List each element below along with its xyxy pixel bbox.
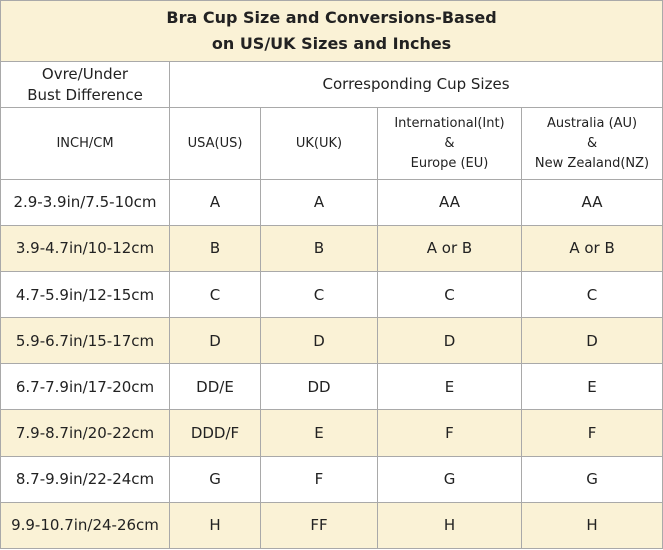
eu-cell: A or B xyxy=(377,224,522,272)
international-header: International(Int) & Europe (EU) xyxy=(377,107,522,180)
international-header-line-2: & xyxy=(444,135,455,151)
inch-cm-header: INCH/CM xyxy=(0,107,170,180)
us-cell: B xyxy=(169,224,261,272)
difference-header-line-2: Bust Difference xyxy=(27,85,143,104)
australia-header: Australia (AU) & New Zealand(NZ) xyxy=(520,107,663,180)
table-row: 3.9-4.7in/10-12cm B B A or B A or B xyxy=(0,224,663,272)
au-cell: D xyxy=(520,317,663,365)
table-title: Bra Cup Size and Conversions-Based on US… xyxy=(0,0,663,63)
us-cell: DDD/F xyxy=(169,409,261,457)
international-header-line-3: Europe (EU) xyxy=(410,155,489,171)
uk-cell: E xyxy=(260,409,378,457)
au-cell: E xyxy=(520,363,663,411)
uk-cell: F xyxy=(260,455,378,503)
australia-header-line-2: & xyxy=(586,135,598,151)
australia-header-line-3: New Zealand(NZ) xyxy=(534,155,650,171)
table-row: 2.9-3.9in/7.5-10cm A A AA AA xyxy=(0,178,663,226)
us-cell: A xyxy=(169,178,261,226)
table-row: 9.9-10.7in/24-26cm H FF H H xyxy=(0,501,663,550)
us-cell: G xyxy=(169,455,261,503)
difference-header-line-1: Ovre/Under xyxy=(41,64,129,83)
eu-cell: E xyxy=(377,363,522,411)
au-cell: A or B xyxy=(520,224,663,272)
title-line-1: Bra Cup Size and Conversions-Based xyxy=(166,8,497,28)
inch-cm-cell: 2.9-3.9in/7.5-10cm xyxy=(0,178,170,226)
difference-header: Ovre/Under Bust Difference xyxy=(0,61,170,109)
international-header-line-1: International(Int) xyxy=(394,115,505,131)
eu-cell: C xyxy=(377,270,522,319)
table-row: 4.7-5.9in/12-15cm C C C C xyxy=(0,270,663,319)
eu-cell: H xyxy=(377,501,522,550)
table-row: 6.7-7.9in/17-20cm DD/E DD E E xyxy=(0,363,663,411)
uk-header: UK(UK) xyxy=(260,107,378,180)
uk-cell: B xyxy=(260,224,378,272)
corresponding-header: Corresponding Cup Sizes xyxy=(168,61,663,109)
au-cell: H xyxy=(520,501,663,550)
inch-cm-cell: 7.9-8.7in/20-22cm xyxy=(0,409,170,457)
au-cell: C xyxy=(520,270,663,319)
au-cell: G xyxy=(520,455,663,503)
inch-cm-cell: 5.9-6.7in/15-17cm xyxy=(0,317,170,365)
eu-cell: AA xyxy=(377,178,522,226)
table-row: 8.7-9.9in/22-24cm G F G G xyxy=(0,455,663,503)
uk-cell: A xyxy=(260,178,378,226)
inch-cm-cell: 9.9-10.7in/24-26cm xyxy=(0,501,170,550)
eu-cell: F xyxy=(377,409,522,457)
australia-header-line-1: Australia (AU) xyxy=(546,115,638,131)
au-cell: AA xyxy=(520,178,663,226)
us-cell: H xyxy=(169,501,261,550)
inch-cm-cell: 4.7-5.9in/12-15cm xyxy=(0,270,170,319)
eu-cell: D xyxy=(377,317,522,365)
title-line-2: on US/UK Sizes and Inches xyxy=(211,34,452,54)
uk-cell: D xyxy=(260,317,378,365)
usa-header: USA(US) xyxy=(169,107,261,180)
uk-cell: FF xyxy=(260,501,378,550)
inch-cm-cell: 8.7-9.9in/22-24cm xyxy=(0,455,170,503)
uk-cell: DD xyxy=(260,363,378,411)
inch-cm-cell: 3.9-4.7in/10-12cm xyxy=(0,224,170,272)
au-cell: F xyxy=(520,409,663,457)
us-cell: C xyxy=(169,270,261,319)
inch-cm-cell: 6.7-7.9in/17-20cm xyxy=(0,363,170,411)
uk-cell: C xyxy=(260,270,378,319)
us-cell: D xyxy=(169,317,261,365)
eu-cell: G xyxy=(377,455,522,503)
table-row: 7.9-8.7in/20-22cm DDD/F E F F xyxy=(0,409,663,457)
table-row: 5.9-6.7in/15-17cm D D D D xyxy=(0,317,663,365)
us-cell: DD/E xyxy=(169,363,261,411)
